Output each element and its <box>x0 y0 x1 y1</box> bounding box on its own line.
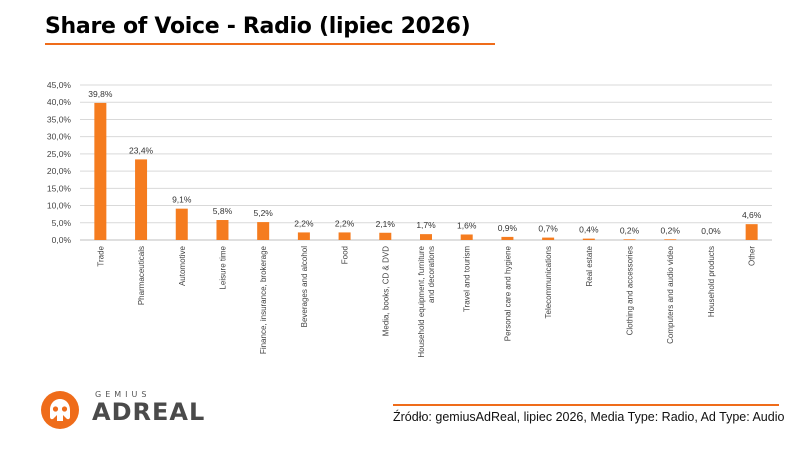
grid-lines <box>80 84 772 241</box>
category-label-line: Automotive <box>178 245 187 286</box>
category-label-line: Food <box>341 246 350 264</box>
bar <box>338 232 351 240</box>
category-label: Other <box>748 246 757 266</box>
category-label: Telecommunications <box>544 246 553 318</box>
bar <box>175 208 188 240</box>
bar <box>379 232 392 240</box>
data-label: 2,2% <box>335 218 355 228</box>
data-label: 5,2% <box>253 208 273 218</box>
category-label-line: Trade <box>96 245 105 266</box>
y-tick-label: 25,0% <box>47 149 72 159</box>
bar <box>460 234 473 240</box>
data-label: 9,1% <box>172 195 192 205</box>
category-label: Finance, insurance, brokerage <box>259 245 268 354</box>
category-label-line: Beverages and alcohol <box>300 246 309 328</box>
category-label-line: Computers and audio video <box>666 245 675 343</box>
category-label: Trade <box>96 245 105 266</box>
data-label: 1,7% <box>416 220 436 230</box>
bar <box>135 159 148 240</box>
category-label-line: Other <box>748 246 757 266</box>
y-tick-label: 35,0% <box>47 114 72 124</box>
data-label: 5,8% <box>213 206 233 216</box>
y-tick-label: 15,0% <box>47 183 72 193</box>
y-tick-label: 45,0% <box>47 80 72 90</box>
data-labels: 39,8% 23,4% 9,1% 5,8% 5,2% 2,2% 2,2% 2,1% 1,7% 1,… <box>88 89 761 236</box>
category-label: Personal care and hygiene <box>503 245 512 341</box>
bar <box>745 224 758 240</box>
bar <box>542 237 555 240</box>
category-label-line: Media, books, CD & DVD <box>381 246 390 336</box>
category-label-line: Personal care and hygiene <box>503 245 512 341</box>
bar <box>297 232 310 240</box>
source-note: Źródło: gemiusAdReal, lipiec 2026, Media… <box>393 410 785 424</box>
data-label: 0,4% <box>579 225 599 235</box>
data-label: 2,1% <box>376 219 396 229</box>
category-label-line: Household products <box>707 246 716 317</box>
logo-brand-main: ADREAL <box>92 398 206 426</box>
category-label: Computers and audio video <box>666 245 675 343</box>
data-label: 4,6% <box>742 210 762 220</box>
category-label: Real estate <box>585 245 594 286</box>
y-tick-label: 0,0% <box>52 235 72 245</box>
y-tick-label: 20,0% <box>47 166 72 176</box>
category-label: Media, books, CD & DVD <box>381 246 390 336</box>
bar-chart: 0,0% 5,0% 10,0% 15,0% 20,0% 25,0% 30,0% 35,0% 40… <box>47 80 772 358</box>
adreal-logo-icon <box>41 391 79 429</box>
bar <box>623 239 636 240</box>
bar <box>582 238 595 240</box>
data-label: 0,2% <box>620 225 640 235</box>
bar <box>216 220 229 240</box>
adreal-logo: GEMIUS ADREAL <box>40 388 204 432</box>
y-tick-label: 40,0% <box>47 97 72 107</box>
bar <box>420 234 432 240</box>
data-label: 2,2% <box>294 218 314 228</box>
category-label: Travel and tourism <box>463 246 472 312</box>
data-label: 0,7% <box>538 224 558 234</box>
category-label-line: Household equipment, furniture <box>417 245 426 357</box>
data-label: 1,6% <box>457 220 477 230</box>
data-label: 0,9% <box>498 223 518 233</box>
data-label: 39,8% <box>88 89 113 99</box>
bar <box>257 222 270 240</box>
category-label-line: Pharmaceuticals <box>137 246 146 305</box>
category-label: Automotive <box>178 245 187 286</box>
category-label: Beverages and alcohol <box>300 246 309 328</box>
logo-brand-top: GEMIUS <box>95 390 151 399</box>
y-tick-label: 5,0% <box>52 218 72 228</box>
y-tick-label: 30,0% <box>47 132 72 142</box>
category-label: Household equipment, furniture and decora… <box>417 245 436 357</box>
category-label-line: Telecommunications <box>544 246 553 318</box>
data-label: 0,2% <box>661 225 681 235</box>
data-label: 23,4% <box>129 145 154 155</box>
y-tick-label: 10,0% <box>47 201 72 211</box>
category-labels: Trade Pharmaceuticals Automotive Leisure ti… <box>96 245 756 357</box>
category-label-line: Real estate <box>585 245 594 286</box>
title-underline <box>45 43 495 45</box>
bar <box>94 102 107 241</box>
y-axis-ticks: 0,0% 5,0% 10,0% 15,0% 20,0% 25,0% 30,0% 35,0% 40… <box>47 80 72 245</box>
category-label: Pharmaceuticals <box>137 246 146 305</box>
category-label-line: Finance, insurance, brokerage <box>259 245 268 354</box>
category-label-line: Travel and tourism <box>463 246 472 312</box>
source-divider <box>393 404 779 406</box>
category-label: Leisure time <box>218 245 227 289</box>
bar <box>664 239 677 240</box>
data-label: 0,0% <box>701 226 721 236</box>
chart-title: Share of Voice - Radio (lipiec 2026) <box>45 14 471 39</box>
category-label: Clothing and accessories <box>626 246 635 335</box>
bar <box>501 236 514 240</box>
category-label-line: Clothing and accessories <box>626 246 635 335</box>
category-label-line: Leisure time <box>218 245 227 289</box>
category-label-line: and decorations <box>427 246 436 303</box>
bars <box>94 102 758 241</box>
category-label: Food <box>341 246 350 264</box>
category-label: Household products <box>707 246 716 317</box>
